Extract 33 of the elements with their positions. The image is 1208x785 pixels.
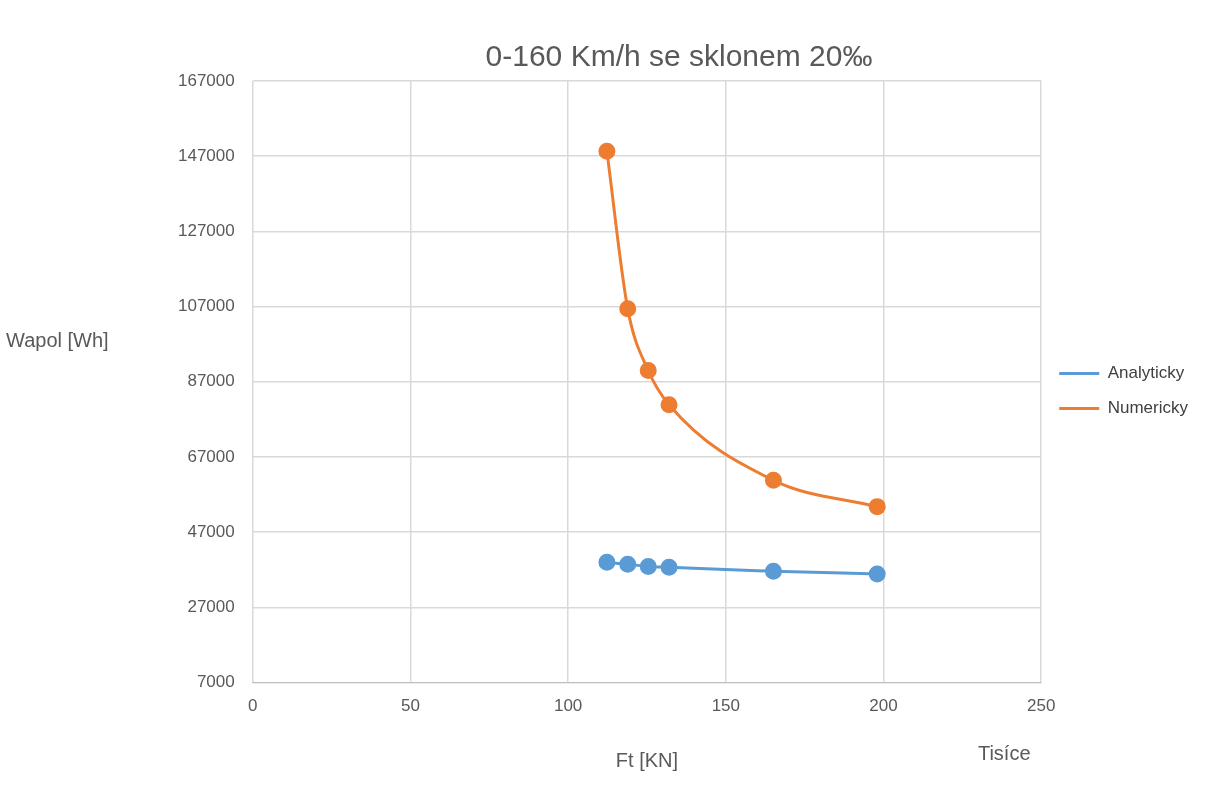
point — [764, 562, 782, 580]
y-tick-label: 7000 — [196, 672, 235, 692]
y-tick-label: 127000 — [177, 221, 235, 241]
point — [764, 471, 782, 489]
legend-label: Numericky — [1107, 398, 1189, 418]
y-tick-label: 67000 — [187, 446, 235, 466]
point — [639, 557, 657, 575]
point — [619, 300, 637, 318]
chart-title: 0-160 Km/h se sklonem 20‰ — [485, 39, 873, 73]
y-tick-label: 27000 — [187, 597, 235, 617]
point — [868, 498, 886, 516]
point — [660, 396, 678, 414]
y-tick-label: 147000 — [177, 145, 235, 165]
x-tick-label: 0 — [247, 696, 258, 716]
y-tick-label: 87000 — [187, 371, 235, 391]
point — [598, 142, 616, 160]
y-tick-label: 107000 — [177, 296, 235, 316]
y-tick-label: 47000 — [187, 521, 235, 541]
y-axis-title: Wapol [Wh] — [6, 329, 109, 352]
text: Tisíce — [977, 742, 1031, 765]
x-tick-label: 200 — [869, 696, 898, 716]
x-axis-title: Ft [KN] — [615, 748, 679, 771]
x-tick-label: 250 — [1027, 696, 1056, 716]
point — [868, 565, 886, 583]
point — [639, 362, 657, 380]
x-tick-label: 50 — [400, 696, 420, 716]
point — [660, 558, 678, 576]
y-tick-label: 167000 — [177, 70, 235, 90]
x-tick-label: 150 — [711, 696, 741, 716]
x-tick-label: 100 — [553, 696, 583, 716]
point — [619, 555, 637, 573]
point — [598, 553, 616, 571]
legend-label: Analyticky — [1107, 363, 1185, 383]
